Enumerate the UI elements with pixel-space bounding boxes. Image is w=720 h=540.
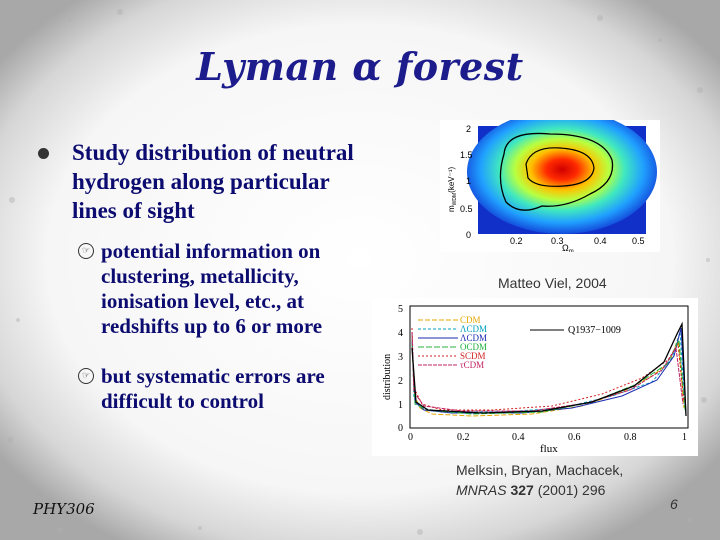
- journal-volume: 327: [510, 482, 534, 498]
- fig2-xlabel: flux: [540, 443, 558, 455]
- fig2-xtick: 0.2: [457, 432, 470, 443]
- sub-bullet-2: ☞ but systematic errors are difficult to…: [78, 364, 378, 414]
- slide-title: Lyman α forest: [196, 44, 524, 89]
- legend-tcdm: τCDM: [460, 360, 484, 370]
- sub-bullet-2-text: but systematic errors are difficult to c…: [101, 364, 325, 413]
- fig1-xtick: 0.3: [551, 236, 564, 246]
- fig2-ylabel: distribution: [382, 354, 393, 400]
- legend-data-label: Q1937−1009: [568, 325, 621, 336]
- legend-ocdm: OCDM: [460, 342, 487, 352]
- figure2-credit: Melksin, Bryan, Machacek, MNRAS 327 (200…: [456, 460, 696, 500]
- fig1-xtick: 0.2: [510, 236, 523, 246]
- legend-scdm: SCDM: [460, 351, 486, 361]
- journal-name: MNRAS: [456, 482, 507, 498]
- fig1-xtick: 0.5: [632, 236, 645, 246]
- fig1-ytick: 1: [466, 176, 471, 186]
- fig2-xtick: 0.6: [568, 432, 581, 443]
- contour-figure: 2 1.5 1 0.5 0 0.2 0.3 0.4 0.5 Ωm mWDM(ke…: [440, 120, 660, 252]
- fig2-xtick: 0.4: [512, 432, 525, 443]
- bullet-dot-icon: [38, 148, 49, 159]
- pointing-hand-icon: ☞: [78, 243, 94, 259]
- sub-bullet-1-text: potential information on clustering, met…: [101, 239, 323, 338]
- fig1-xtick: 0.4: [594, 236, 607, 246]
- fig1-ytick: 0: [466, 230, 471, 240]
- fig2-ytick: 2: [398, 376, 403, 387]
- fig2-xtick: 1: [682, 432, 687, 443]
- page-number: 6: [670, 496, 678, 512]
- fig1-ytick: 2: [466, 124, 471, 134]
- fig2-ytick: 5: [398, 304, 403, 315]
- journal-year-page: (2001) 296: [537, 482, 606, 498]
- fig1-xlabel: Ωm: [562, 243, 574, 252]
- fig2-ytick: 4: [398, 328, 403, 339]
- figure1-credit: Matteo Viel, 2004: [498, 275, 607, 291]
- fig2-ytick: 1: [398, 400, 403, 411]
- fig2-ytick: 3: [398, 352, 403, 363]
- sub-bullet-1: ☞ potential information on clustering, m…: [78, 239, 378, 339]
- course-code: PHY306: [33, 500, 95, 518]
- pointing-hand-icon: ☞: [78, 368, 94, 384]
- main-bullet: Study distribution of neutral hydrogen a…: [38, 138, 368, 225]
- fig1-ylabel-unit: (keV⁻¹): [447, 166, 456, 192]
- flux-plot-area: [409, 305, 689, 429]
- curve-tcdm: [411, 331, 684, 412]
- fig1-ylabel-sub: WDM: [452, 193, 458, 206]
- fig2-xtick: 0.8: [624, 432, 637, 443]
- flux-distribution-figure: 5 4 3 2 1 0 0 0.2 0.4 0.6 0.8 1 flux dis…: [372, 298, 698, 456]
- inner-contour: [525, 147, 595, 187]
- figure2-credit-citation: MNRAS 327 (2001) 296: [456, 480, 696, 500]
- legend-lcdm-1: ΛCDM: [460, 324, 487, 334]
- curve-data-q1937: [411, 321, 687, 417]
- fig1-ytick: 1.5: [460, 150, 473, 160]
- fig1-ylabel-main: m: [447, 205, 456, 212]
- fig1-ytick: 0.5: [460, 204, 473, 214]
- fig2-ytick: 0: [398, 423, 403, 434]
- fig1-ylabel: mWDM(keV⁻¹): [447, 166, 458, 212]
- figure2-credit-authors: Melksin, Bryan, Machacek,: [456, 462, 624, 478]
- legend-lcdm-2: ΛCDM: [460, 333, 487, 343]
- fig1-xlabel-sub: m: [569, 249, 574, 252]
- fig1-xlabel-main: Ω: [562, 243, 569, 252]
- outer-contour: [499, 132, 614, 211]
- legend-cdm: CDM: [460, 315, 481, 325]
- main-bullet-text: Study distribution of neutral hydrogen a…: [72, 140, 354, 223]
- fig2-xtick: 0: [408, 432, 413, 443]
